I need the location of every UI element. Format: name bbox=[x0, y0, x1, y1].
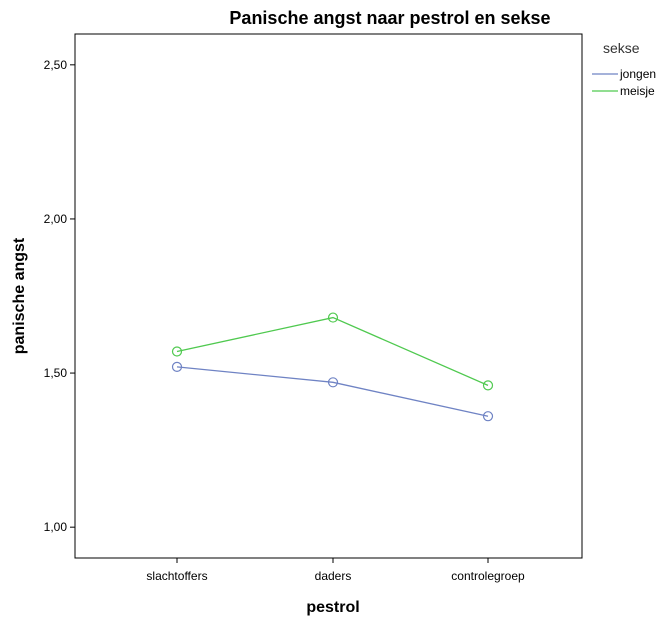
y-tick-label: 2,50 bbox=[44, 58, 68, 72]
data-point-jongen bbox=[327, 377, 339, 388]
data-point-jongen bbox=[171, 361, 183, 372]
chart-title: Panische angst naar pestrol en sekse bbox=[229, 8, 550, 28]
data-point-meisje bbox=[171, 346, 183, 357]
y-axis: 1,00 1,50 2,00 2,50 bbox=[44, 58, 75, 534]
data-point-jongen bbox=[482, 411, 494, 422]
x-axis: slachtoffers daders controlegroep bbox=[146, 558, 525, 583]
series-layer bbox=[171, 312, 494, 422]
series-line-jongen bbox=[176, 366, 489, 417]
x-tick-label: daders bbox=[315, 569, 352, 583]
x-tick-label: controlegroep bbox=[451, 569, 525, 583]
legend: sekse jongen meisje bbox=[592, 40, 656, 98]
x-axis-title: pestrol bbox=[306, 599, 359, 616]
legend-label-meisje: meisje bbox=[620, 84, 655, 98]
y-axis-title: panische angst bbox=[11, 237, 28, 354]
plot-area-frame bbox=[74, 33, 583, 559]
y-tick-label: 2,00 bbox=[44, 212, 68, 226]
y-tick-label: 1,50 bbox=[44, 366, 68, 380]
x-tick-label: slachtoffers bbox=[146, 569, 207, 583]
data-point-meisje bbox=[327, 312, 339, 323]
data-point-meisje bbox=[482, 380, 494, 391]
y-tick-label: 1,00 bbox=[44, 520, 68, 534]
series-line-meisje bbox=[176, 316, 489, 386]
legend-label-jongen: jongen bbox=[619, 67, 656, 81]
legend-title: sekse bbox=[603, 40, 640, 56]
